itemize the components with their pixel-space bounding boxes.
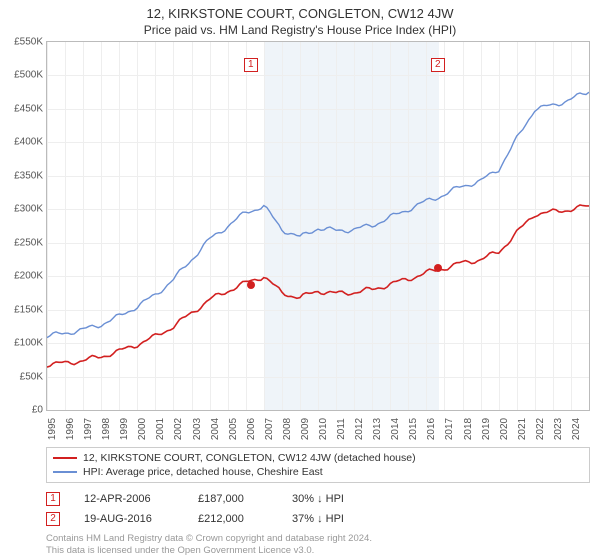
x-axis-label: 2013: [372, 418, 383, 440]
x-axis-label: 2012: [354, 418, 365, 440]
chart-legend: 12, KIRKSTONE COURT, CONGLETON, CW12 4JW…: [46, 447, 590, 483]
y-axis-label: £450K: [1, 103, 43, 114]
sales-date: 19-AUG-2016: [84, 513, 174, 525]
legend-item: 12, KIRKSTONE COURT, CONGLETON, CW12 4JW…: [53, 451, 583, 465]
x-axis-label: 1998: [101, 418, 112, 440]
y-axis-label: £0: [1, 405, 43, 416]
sales-row: 2 19-AUG-2016 £212,000 37% ↓ HPI: [46, 509, 590, 529]
attribution-line1: Contains HM Land Registry data © Crown c…: [46, 533, 590, 545]
chart-title: 12, KIRKSTONE COURT, CONGLETON, CW12 4JW: [0, 0, 600, 21]
y-axis-label: £300K: [1, 204, 43, 215]
chart-subtitle: Price paid vs. HM Land Registry's House …: [0, 21, 600, 41]
legend-item: HPI: Average price, detached house, Ches…: [53, 465, 583, 479]
x-axis-label: 2009: [300, 418, 311, 440]
y-axis-label: £350K: [1, 170, 43, 181]
x-axis-label: 2022: [535, 418, 546, 440]
sale-marker-point: [247, 281, 255, 289]
y-axis-label: £500K: [1, 70, 43, 81]
x-axis-label: 2018: [463, 418, 474, 440]
x-axis-label: 2005: [228, 418, 239, 440]
x-axis-label: 2007: [264, 418, 275, 440]
sales-row-marker: 2: [46, 512, 60, 526]
x-axis-label: 1996: [65, 418, 76, 440]
legend-swatch: [53, 471, 77, 473]
x-axis-label: 2023: [553, 418, 564, 440]
x-axis-label: 2019: [481, 418, 492, 440]
x-axis-label: 2024: [571, 418, 582, 440]
sales-row-marker: 1: [46, 492, 60, 506]
y-axis-label: £50K: [1, 371, 43, 382]
sales-date: 12-APR-2006: [84, 493, 174, 505]
sales-price: £187,000: [198, 493, 268, 505]
x-axis-label: 2015: [408, 418, 419, 440]
legend-swatch: [53, 457, 77, 459]
series-hpi: [47, 92, 589, 337]
sales-price: £212,000: [198, 513, 268, 525]
sales-row: 1 12-APR-2006 £187,000 30% ↓ HPI: [46, 489, 590, 509]
sales-hpi-diff: 37% ↓ HPI: [292, 513, 382, 525]
sale-marker-box: 2: [431, 58, 445, 72]
x-axis-label: 2017: [444, 418, 455, 440]
legend-label: HPI: Average price, detached house, Ches…: [83, 466, 323, 478]
y-axis-label: £250K: [1, 237, 43, 248]
x-axis-label: 2020: [499, 418, 510, 440]
chart-plot-area: £0£50K£100K£150K£200K£250K£300K£350K£400…: [46, 41, 590, 411]
sales-hpi-diff: 30% ↓ HPI: [292, 493, 382, 505]
x-axis-label: 1999: [119, 418, 130, 440]
x-axis-label: 2002: [173, 418, 184, 440]
y-axis-label: £200K: [1, 271, 43, 282]
y-axis-label: £550K: [1, 37, 43, 48]
x-axis-label: 2021: [517, 418, 528, 440]
attribution-line2: This data is licensed under the Open Gov…: [46, 545, 590, 557]
sale-marker-box: 1: [244, 58, 258, 72]
sale-marker-point: [434, 264, 442, 272]
x-axis-label: 1995: [47, 418, 58, 440]
x-axis-label: 2004: [210, 418, 221, 440]
x-axis-label: 1997: [83, 418, 94, 440]
x-axis-label: 2016: [426, 418, 437, 440]
x-axis-label: 2011: [336, 418, 347, 440]
y-axis-label: £150K: [1, 304, 43, 315]
chart-lines-svg: [47, 42, 589, 410]
attribution-text: Contains HM Land Registry data © Crown c…: [46, 533, 590, 557]
legend-label: 12, KIRKSTONE COURT, CONGLETON, CW12 4JW…: [83, 452, 416, 464]
x-axis-label: 2003: [192, 418, 203, 440]
x-axis-label: 2006: [246, 418, 257, 440]
x-axis-label: 2010: [318, 418, 329, 440]
x-axis-label: 2001: [155, 418, 166, 440]
x-axis-label: 2000: [137, 418, 148, 440]
x-axis-label: 2014: [390, 418, 401, 440]
x-axis-label: 2008: [282, 418, 293, 440]
y-axis-label: £100K: [1, 338, 43, 349]
y-axis-label: £400K: [1, 137, 43, 148]
sales-table: 1 12-APR-2006 £187,000 30% ↓ HPI 2 19-AUG-201…: [46, 489, 590, 529]
